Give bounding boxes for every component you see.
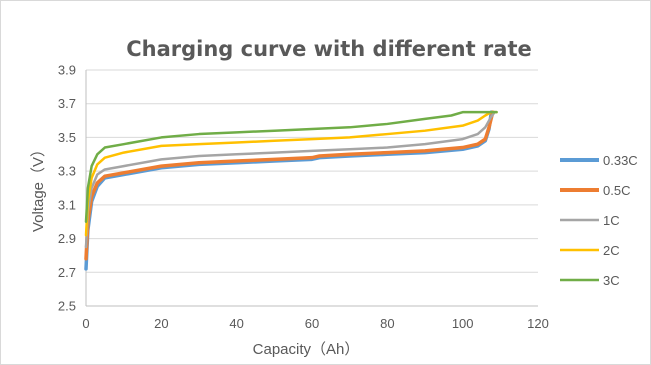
y-tick-label: 3.5 [58, 130, 76, 145]
x-tick-label: 60 [305, 316, 319, 331]
legend-label: 2C [603, 243, 620, 258]
y-axis-title: Voltage（V） [30, 142, 47, 232]
series-line-3c [84, 110, 498, 223]
legend-label: 0.5C [603, 183, 630, 198]
y-tick-label: 3.1 [58, 197, 76, 212]
series-line-1c [84, 110, 496, 249]
y-tick-label: 2.7 [58, 265, 76, 280]
y-tick-label: 3.9 [58, 63, 76, 78]
series-line-0-5c [84, 110, 495, 261]
x-tick-label: 100 [452, 316, 474, 331]
x-tick-label: 20 [154, 316, 168, 331]
axes: 2.5 2.7 2.9 3.1 3.3 3.5 3.7 3.9 0 20 40 60 80 100 120 [58, 63, 549, 332]
x-tick-label: 80 [380, 316, 394, 331]
x-tick-label: 40 [229, 316, 243, 331]
legend-label: 0.33C [603, 153, 638, 168]
x-tick-label: 120 [527, 316, 549, 331]
series-line-0-33c [84, 110, 494, 271]
series-lines [84, 110, 498, 271]
gridlines [86, 69, 538, 307]
y-tick-label: 3.7 [58, 96, 76, 111]
y-tick-label: 3.3 [58, 164, 76, 179]
x-tick-label: 0 [82, 316, 89, 331]
x-axis-title: Capacity（Ah） [253, 341, 360, 358]
legend-label: 3C [603, 273, 620, 288]
y-tick-label: 2.9 [58, 231, 76, 246]
legend-label: 1C [603, 213, 620, 228]
chart-title: Charging curve with different rate [126, 37, 532, 61]
y-tick-label: 2.5 [58, 299, 76, 314]
legend: 0.33C 0.5C 1C 2C 3C [560, 153, 638, 288]
series-line-2c [84, 110, 498, 237]
